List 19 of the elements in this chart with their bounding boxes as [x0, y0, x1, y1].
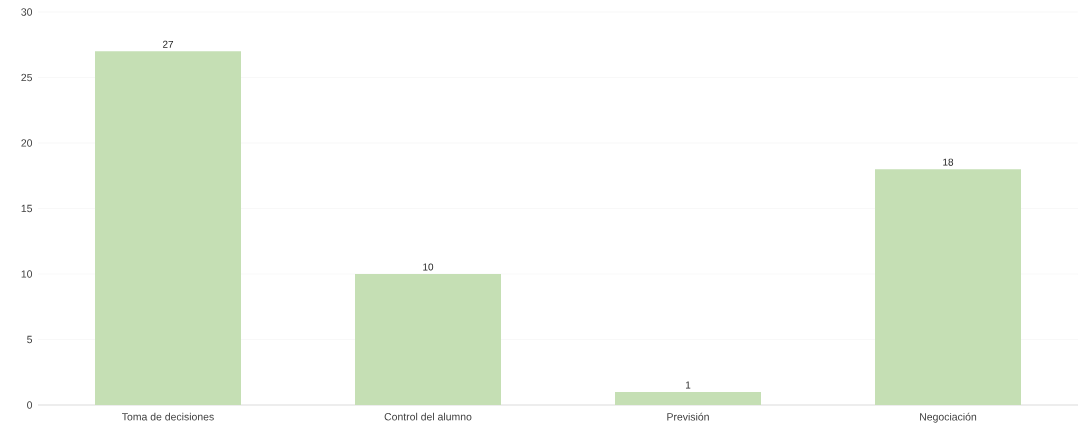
y-tick-label: 5	[27, 335, 33, 344]
y-tick-label: 30	[21, 8, 33, 16]
y-tick-label: 0	[27, 401, 33, 409]
data-label: 18	[943, 158, 954, 166]
data-label: 1	[685, 381, 691, 389]
bar	[355, 274, 501, 405]
y-tick-label: 15	[21, 204, 33, 213]
y-tick-label: 25	[21, 73, 33, 82]
bar	[875, 169, 1021, 405]
data-label: 27	[162, 40, 174, 48]
bar	[615, 391, 761, 405]
y-tick-label: 20	[21, 139, 33, 147]
x-tick-label: Previsión	[667, 412, 709, 421]
x-tick-label: Control del alumno	[384, 412, 472, 421]
bar	[95, 51, 241, 405]
x-tick-label: Negociación	[920, 412, 977, 423]
y-tick-label: 10	[21, 270, 33, 278]
data-label: 10	[423, 263, 434, 271]
x-tick-label: Toma de decisiones	[122, 412, 214, 421]
